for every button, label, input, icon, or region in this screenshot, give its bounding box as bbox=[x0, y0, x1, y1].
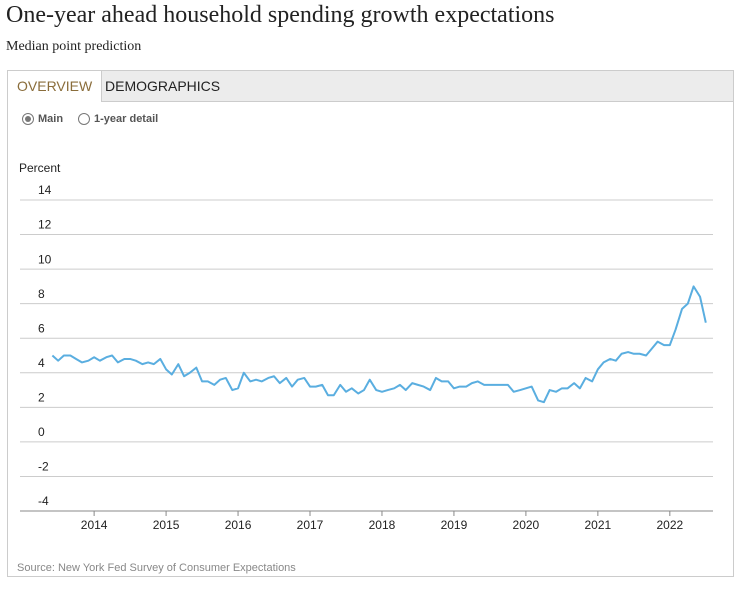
y-tick-label: -4 bbox=[38, 494, 49, 508]
panel: OVERVIEW DEMOGRAPHICS Main 1-year detail… bbox=[7, 70, 734, 577]
subtitle: Median point prediction bbox=[6, 39, 142, 54]
y-tick-label: 8 bbox=[38, 287, 45, 301]
x-tick-label: 2014 bbox=[81, 518, 108, 532]
x-tick-label: 2021 bbox=[585, 518, 612, 532]
source: Source: New York Fed Survey of Consumer … bbox=[17, 562, 296, 574]
tab[interactable]: OVERVIEW bbox=[8, 71, 103, 102]
tab[interactable]: DEMOGRAPHICS bbox=[105, 78, 221, 94]
y-tick-label: 6 bbox=[38, 321, 45, 335]
radio-option[interactable]: 1-year detail bbox=[78, 113, 158, 125]
data-line bbox=[51, 285, 707, 404]
radio-option[interactable]: Main bbox=[22, 113, 63, 125]
x-tick-label: 2016 bbox=[225, 518, 252, 532]
x-tick-label: 2018 bbox=[369, 518, 396, 532]
x-tick-label: 2022 bbox=[656, 518, 683, 532]
radio[interactable] bbox=[78, 113, 90, 125]
x-tick-label: 2019 bbox=[441, 518, 468, 532]
y-axis-label: Percent bbox=[19, 161, 61, 175]
radio-label: 1-year detail bbox=[94, 113, 159, 125]
y-tick-label: 4 bbox=[38, 356, 45, 370]
page-title: One-year ahead household spending growth… bbox=[6, 2, 555, 28]
y-tick-label: 14 bbox=[38, 183, 52, 197]
radio-label: Main bbox=[38, 113, 64, 125]
y-tick-label: 2 bbox=[38, 391, 45, 405]
y-tick-label: 10 bbox=[38, 252, 52, 266]
y-tick-label: 12 bbox=[38, 218, 52, 232]
y-tick-label: 0 bbox=[38, 425, 45, 439]
x-tick-label: 2015 bbox=[153, 518, 180, 532]
y-tick-label: -2 bbox=[38, 460, 49, 474]
radio[interactable] bbox=[22, 113, 34, 125]
x-tick-label: 2020 bbox=[513, 518, 540, 532]
tab-bar: OVERVIEW DEMOGRAPHICS bbox=[8, 71, 733, 102]
x-tick-label: 2017 bbox=[297, 518, 324, 532]
